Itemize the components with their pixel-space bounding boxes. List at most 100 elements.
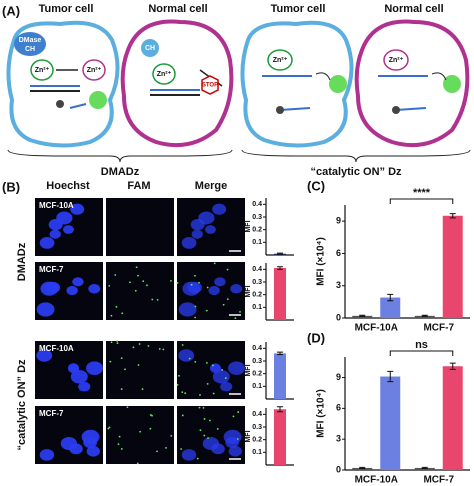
nucleus [66,285,78,296]
y-tick-label: 0.1 [252,239,262,246]
fam-dot [206,382,209,385]
error-bar [277,252,283,255]
fluorescence [443,75,461,93]
column-header: Hoechst [46,180,90,192]
fam-dot [108,426,111,429]
bar [352,315,373,318]
nucleus [78,381,91,392]
error-bar [359,466,366,469]
y-tick-label: 0.4 [252,201,262,208]
error-bar [421,314,428,317]
nucleus [81,429,100,445]
cell-title: Tumor cell [39,3,94,15]
fam-dot [107,427,110,430]
nucleus [39,237,55,249]
zn-label: Zn²⁺ [35,67,50,74]
panel-label: (A) [2,3,20,18]
micrograph [106,406,174,464]
fam-dot [151,414,153,417]
y-axis-label: MFI (×10⁴) [316,389,327,438]
fam-dot [158,348,161,350]
fam-dot [137,364,140,366]
y-tick-label: 0.4 [252,345,262,352]
fam-dot [120,448,123,450]
y-tick-label: 3 [336,434,341,444]
fam-dot [162,348,165,351]
fam-dot [176,281,179,284]
micrograph [106,341,174,399]
y-tick-label: 3 [336,280,341,290]
error-bar [359,314,366,317]
bar [380,297,401,318]
fam-dot [194,360,197,363]
fam-dot [156,450,158,453]
fam-dot [147,345,150,347]
fam-dot [170,434,173,437]
fam-dot [134,289,137,292]
quencher [56,100,64,108]
group-label: “catalytic ON” Dz [310,166,402,178]
nucleus [211,443,225,455]
nucleus [39,449,55,461]
fam-dot [129,281,131,284]
fam-dot [115,305,118,308]
fam-dot [110,341,113,344]
y-tick-label: 0.3 [252,279,262,286]
fam-dot [151,298,154,301]
fam-dot [121,312,124,315]
y-tick-label: 0.3 [252,424,262,431]
nucleus [214,277,226,287]
fam-dot [203,418,206,420]
fam-dot [136,462,139,465]
dz-loops [30,49,409,85]
nucleus [56,211,73,225]
fam-dot [181,391,184,394]
panel-label: (B) [2,179,20,194]
error-bar [421,466,428,469]
tumor-cell [240,20,354,148]
nucleus [187,281,203,294]
fam-dot [188,357,191,360]
bar [274,268,286,320]
nucleus [181,237,197,249]
fam-dot [237,411,240,413]
nucleus [228,361,245,375]
y-axis-label: MFI [245,364,252,376]
nucleus [45,281,61,294]
nucleus [178,349,195,362]
bar [352,467,373,470]
bar [414,467,435,470]
fam-dot [205,309,208,312]
row-group-label: “catalytic ON” Dz [16,359,28,451]
zn-label: Zn²⁺ [157,71,172,78]
y-axis-label: MFI [245,285,252,297]
fam-dot [224,377,227,379]
y-tick-label: 0.2 [252,292,262,299]
y-tick-label: 0.3 [252,214,262,221]
nucleus [205,225,216,234]
fam-dot [196,457,199,460]
x-tick-label: MCF-7 [423,323,454,334]
fam-dot [116,340,119,342]
fam-dot [181,414,184,417]
fam-dot [190,283,193,286]
y-tick-label: 0.2 [252,227,262,234]
fam-dot [124,368,126,371]
cell-line-label: MCF-7 [39,265,64,274]
fam-dot [207,437,209,439]
fam-dot [239,311,241,313]
fam-dot [203,434,206,437]
fam-dot [198,406,201,409]
group-label: DMADz [101,166,140,178]
nucleus [212,369,230,384]
fam-dot [194,305,197,308]
cell-title: Normal cell [384,3,443,15]
significance-label: ns [415,339,428,351]
fam-dot [156,298,159,301]
fam-dot [135,266,138,269]
fam-dot [232,415,235,418]
fam-dot [126,406,129,409]
panel-label: (C) [307,178,325,193]
y-tick-label: 0.4 [252,411,262,418]
ch-icon [141,39,159,57]
